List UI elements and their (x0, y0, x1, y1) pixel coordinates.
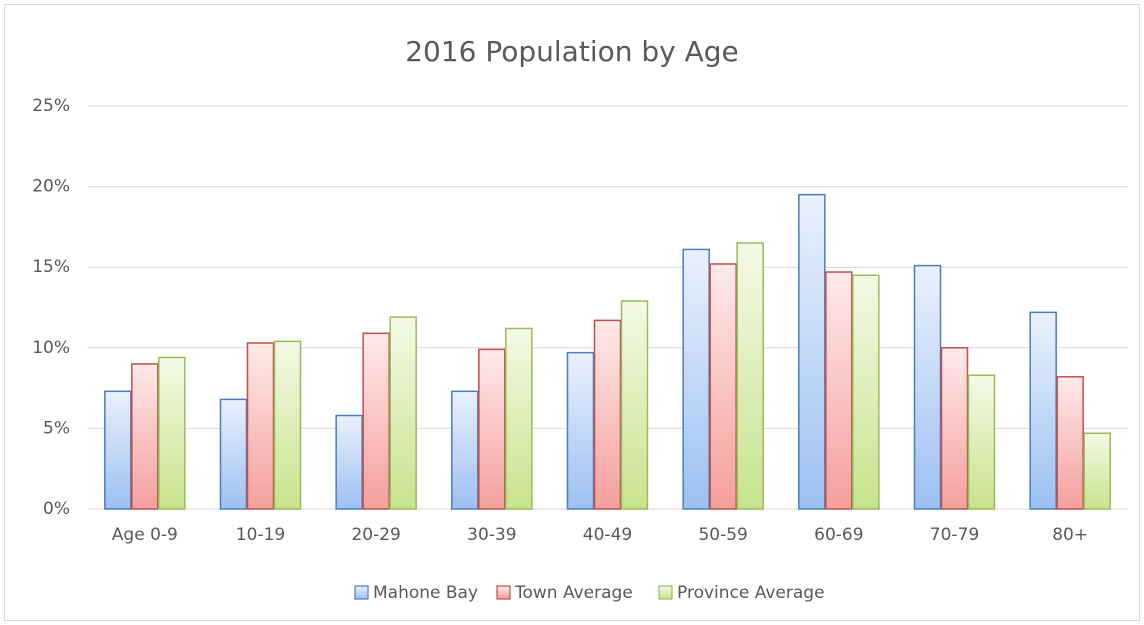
x-tick-label: 80+ (1052, 525, 1088, 545)
bar (389, 316, 417, 510)
legend-marker (354, 585, 369, 600)
y-tick-label: 20% (32, 177, 70, 197)
bar (852, 274, 880, 510)
bar (967, 374, 996, 510)
y-tick-label: 10% (32, 338, 70, 358)
x-tick-label: 60-69 (814, 525, 863, 545)
legend-marker (658, 585, 673, 600)
chart-border (4, 4, 1140, 621)
x-tick-label: 10-19 (236, 525, 285, 545)
chart-title: 2016 Population by Age (405, 35, 739, 68)
y-tick-label: 25% (32, 96, 70, 116)
legend-label: Mahone Bay (373, 583, 478, 603)
bar (940, 347, 969, 510)
bar (219, 398, 248, 510)
x-tick-label: 70-79 (930, 525, 979, 545)
bar (1083, 432, 1111, 510)
bar (335, 414, 363, 510)
bar (798, 193, 826, 510)
x-tick-label: Age 0-9 (112, 525, 178, 545)
bar (505, 327, 533, 510)
x-tick-label: 50-59 (698, 525, 747, 545)
bar (913, 264, 942, 510)
bar (273, 340, 302, 510)
bar (593, 319, 622, 510)
y-tick-label: 0% (43, 499, 70, 519)
y-tick-label: 15% (32, 257, 70, 277)
bar (362, 332, 390, 510)
bar (158, 356, 186, 510)
y-tick-label: 5% (43, 418, 70, 438)
x-tick-label: 20-29 (351, 525, 400, 545)
bar (736, 242, 764, 510)
legend-label: Province Average (677, 583, 825, 603)
bar (478, 348, 506, 510)
bar (104, 390, 132, 510)
bar (709, 263, 737, 510)
bar (620, 300, 649, 510)
bar (1029, 311, 1057, 510)
bar (451, 390, 479, 510)
bar (566, 351, 595, 510)
bar (246, 342, 275, 510)
legend-marker (496, 585, 511, 600)
legend-label: Town Average (514, 583, 633, 603)
bar (825, 271, 853, 510)
bar (1056, 376, 1084, 510)
bar (682, 248, 710, 510)
x-tick-label: 30-39 (467, 525, 516, 545)
bar (131, 363, 159, 510)
x-tick-label: 40-49 (583, 525, 632, 545)
